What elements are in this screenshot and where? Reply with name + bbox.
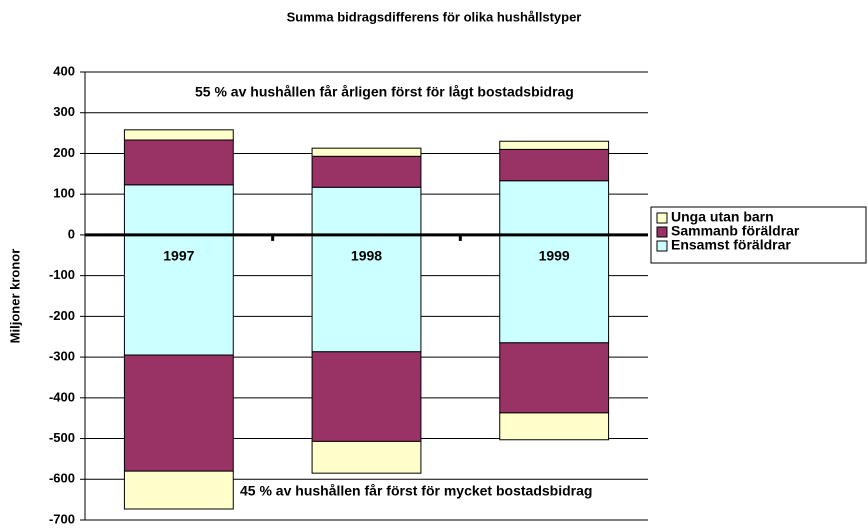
y-axis-label: Miljoner kronor	[7, 249, 22, 344]
bar-segment	[499, 140, 610, 150]
legend-label: Sammanb föräldrar	[671, 223, 800, 239]
y-tick-label: -100	[49, 267, 75, 282]
legend-swatch	[656, 212, 668, 224]
legend-swatch	[656, 240, 668, 252]
bar-segment	[499, 148, 610, 182]
bar-segment	[123, 139, 234, 186]
chart-title: Summa bidragsdifferens för olika hushåll…	[287, 9, 582, 24]
annotation: 55 % av hushållen får årligen först för …	[195, 84, 574, 100]
bar-segment	[123, 470, 234, 510]
annotation: 45 % av hushållen får först för mycket b…	[240, 483, 592, 499]
y-tick-label: 400	[53, 63, 75, 78]
bar-segment	[311, 155, 422, 188]
legend-swatch	[656, 226, 668, 238]
bar-segment	[311, 147, 422, 157]
legend-box	[650, 206, 867, 264]
bar-segment	[311, 186, 422, 236]
bar-segment	[499, 412, 610, 441]
bar-segment	[123, 234, 234, 356]
bar-segment	[499, 342, 610, 414]
y-tick-label: 300	[53, 104, 75, 119]
bar-segment	[311, 351, 422, 442]
x-tick-label: 1998	[351, 248, 382, 264]
bar-segment	[499, 180, 610, 236]
y-tick-label: 100	[53, 186, 75, 201]
y-tick-label: 0	[68, 226, 75, 241]
y-tick-label: -600	[49, 471, 75, 486]
x-tick-label: 1997	[163, 248, 194, 264]
bar-segment	[123, 129, 234, 141]
y-tick-label: -500	[49, 430, 75, 445]
y-tick-label: -300	[49, 349, 75, 364]
x-tick-label: 1999	[539, 248, 570, 264]
bar-segment	[499, 234, 610, 344]
y-tick-label: -700	[49, 511, 75, 525]
y-tick-label: -400	[49, 389, 75, 404]
bar-segment	[123, 184, 234, 236]
y-tick-label: 200	[53, 145, 75, 160]
bar-segment	[123, 354, 234, 472]
legend-label: Unga utan barn	[671, 209, 774, 225]
y-tick-label: -200	[49, 308, 75, 323]
bar-segment	[311, 440, 422, 474]
legend-label: Ensamst föräldrar	[671, 237, 791, 253]
